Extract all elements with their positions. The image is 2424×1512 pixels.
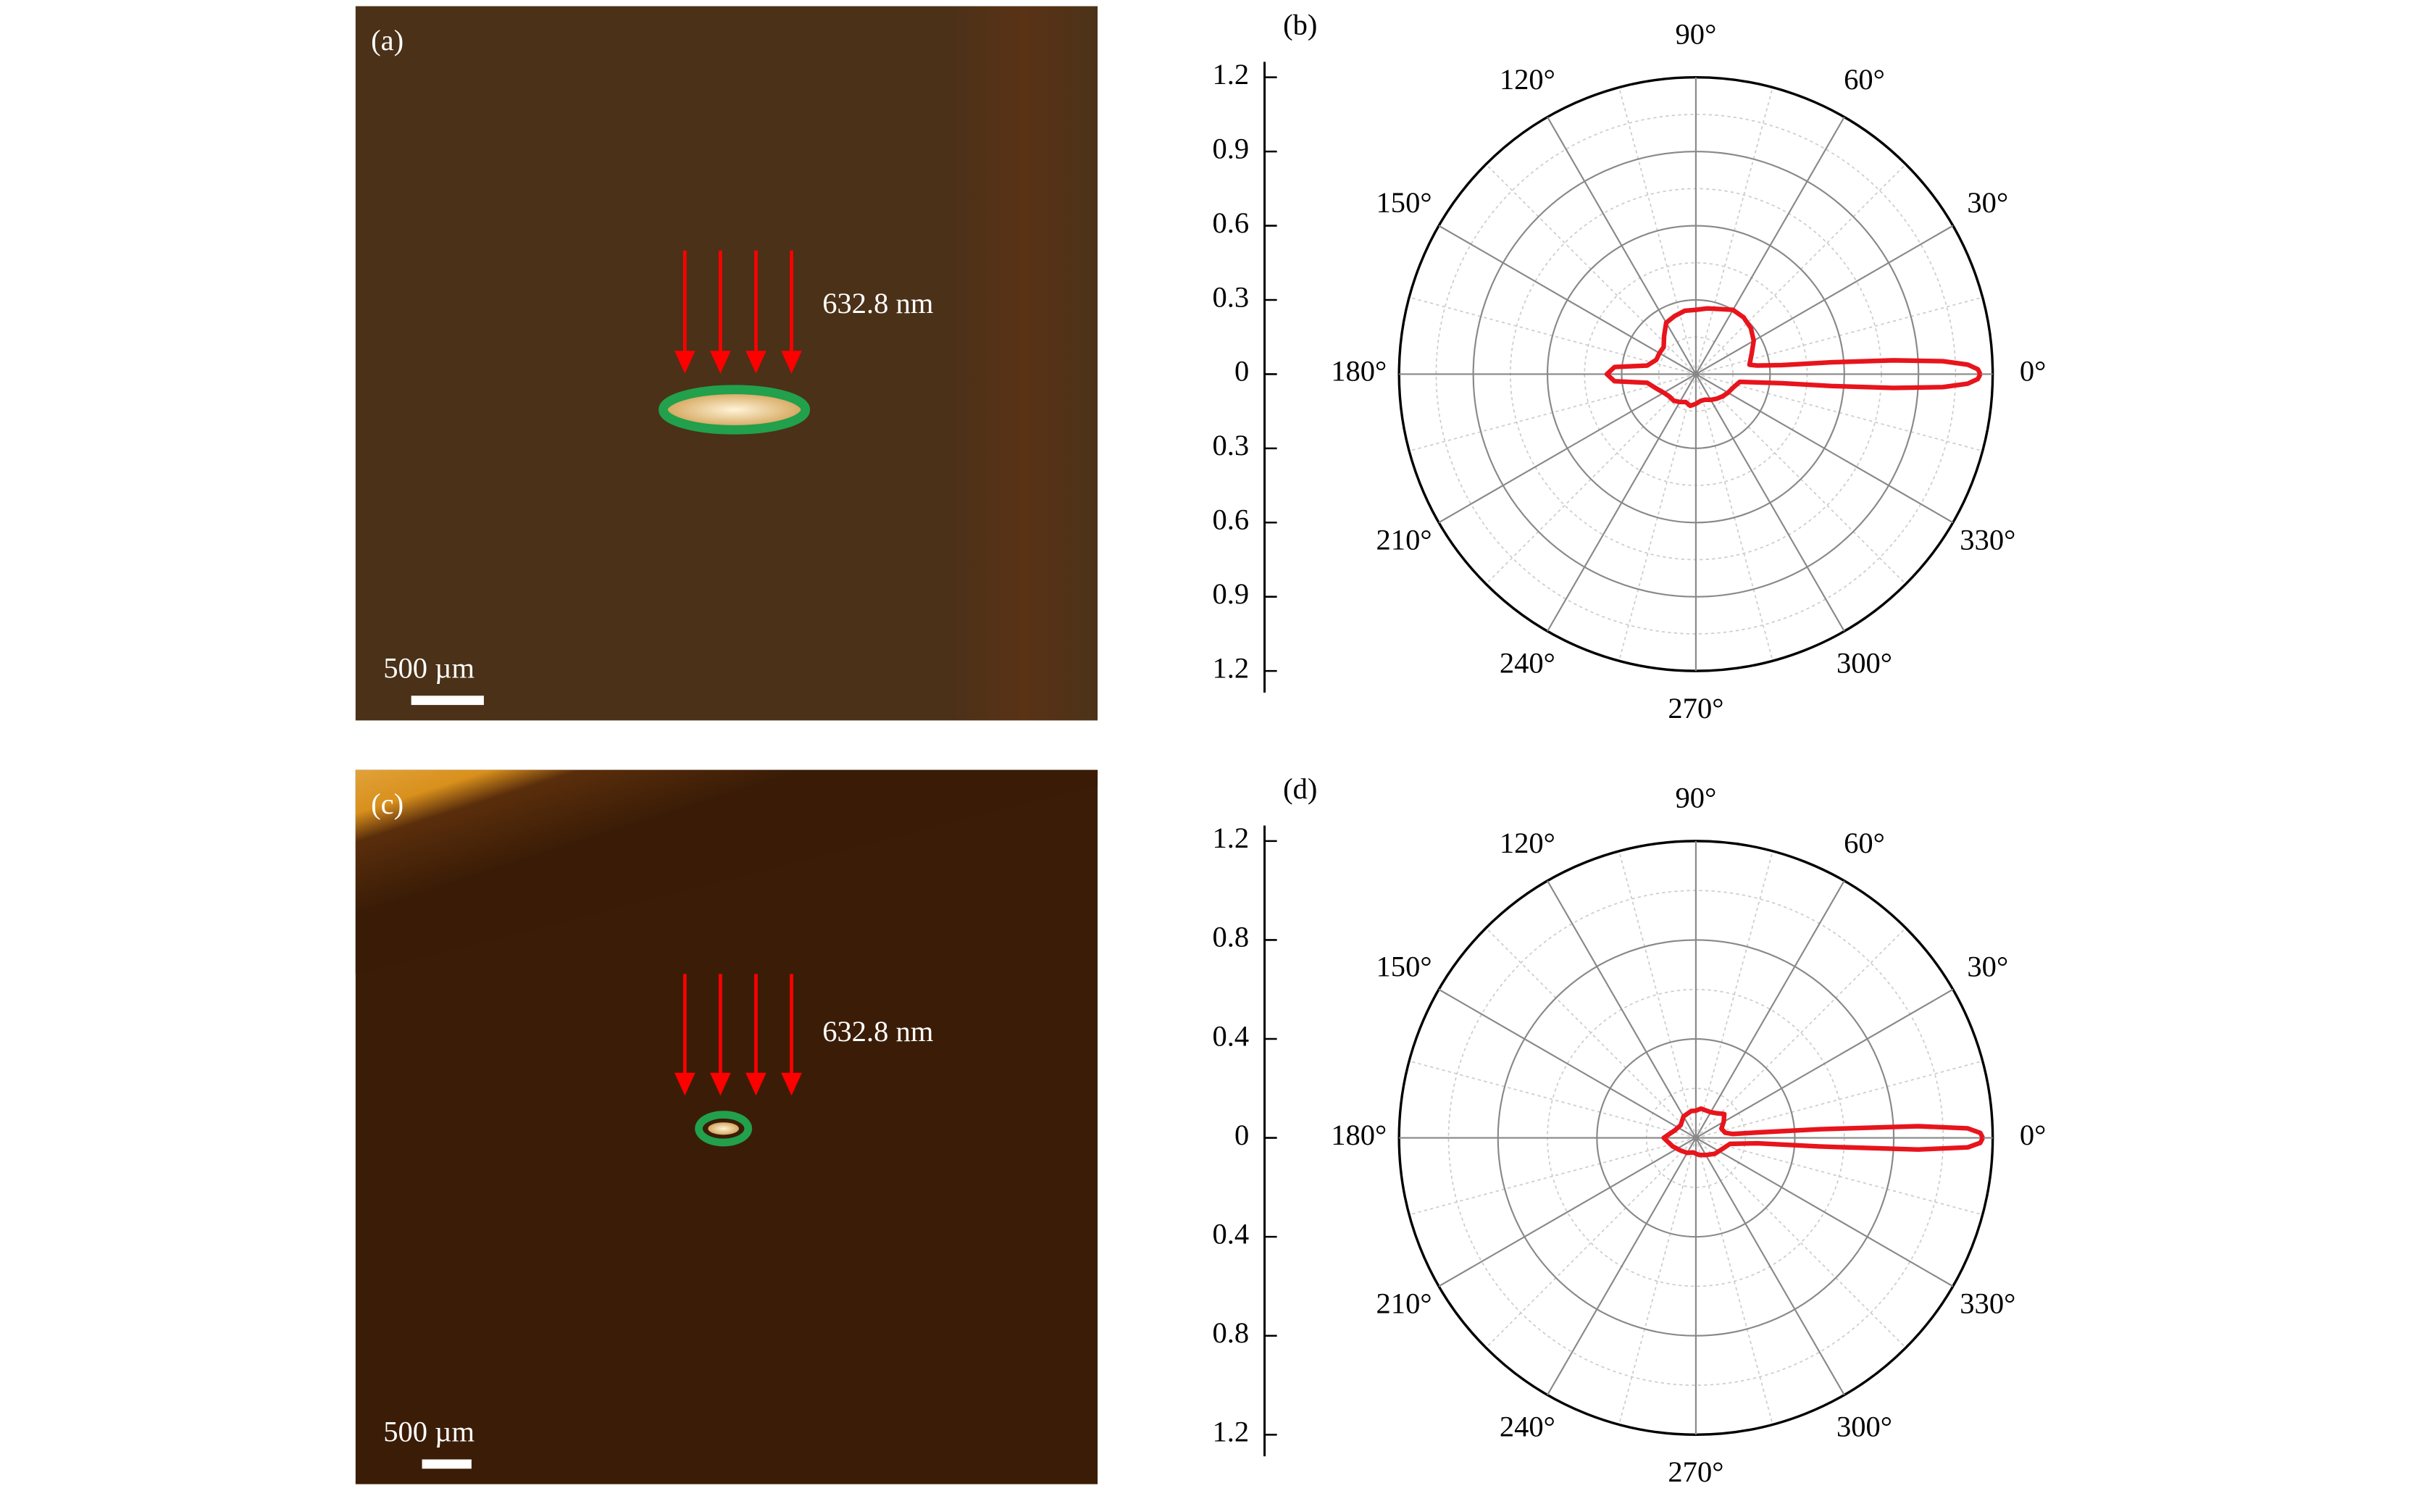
photo-a: (a) 632.8 nm 500 µm [355,6,1098,721]
minor-spoke [1408,1060,1697,1139]
data-line [1604,306,1983,409]
angle-tick-label: 0° [2020,1119,2046,1151]
minor-spoke [1695,1137,1907,1348]
r-tick-label: 1.2 [1213,58,1250,91]
angle-tick-label: 240° [1500,1411,1555,1443]
r-tick-label: 0.9 [1213,577,1250,610]
r-tick-label: 1.2 [1213,1416,1250,1448]
grid-spoke [1547,117,1697,375]
r-tick-label: 0.3 [1213,280,1250,313]
grid-spoke [1695,1137,1954,1287]
grid-spoke [1438,988,1697,1139]
angle-tick-label: 150° [1376,186,1432,219]
angle-tick-label: 180° [1331,1119,1387,1151]
minor-spoke [1485,1137,1697,1348]
angle-tick-label: 270° [1668,692,1723,724]
data-line [1661,1106,1985,1158]
angle-tick-label: 330° [1960,523,2015,556]
grid-spoke [1694,1137,1845,1395]
minor-spoke [1618,1137,1697,1425]
photo-c: (c) 632.8 nm 500 µm [355,769,1098,1484]
r-tick-label: 0.4 [1213,1217,1250,1250]
panel-label: (c) [371,788,404,820]
panel-label: (d) [1283,772,1317,805]
angle-tick-label: 240° [1500,647,1555,680]
grid-spoke [1547,880,1697,1139]
r-tick-label: 0.3 [1213,429,1250,461]
grid-spoke [1438,373,1697,524]
angle-tick-label: 210° [1376,523,1432,556]
angle-tick-label: 90° [1676,18,1717,51]
angle-tick-label: 180° [1331,355,1387,388]
minor-spoke [1695,296,1983,375]
grid-spoke [1694,373,1845,632]
angle-tick-label: 270° [1668,1455,1723,1488]
angle-tick-label: 120° [1500,827,1555,859]
minor-spoke [1618,851,1697,1138]
wavelength-label: 632.8 nm [822,287,933,319]
r-tick-label: 0.8 [1213,1316,1250,1349]
angle-tick-label: 60° [1844,827,1885,859]
r-tick-label: 1.2 [1213,822,1250,854]
r-tick-label: 0.8 [1213,921,1250,953]
angle-tick-label: 300° [1836,647,1892,680]
grid-spoke [1438,1137,1697,1287]
angle-tick-label: 30° [1967,186,2008,219]
grid-spoke [1695,225,1954,375]
r-tick-label: 0.4 [1213,1019,1250,1052]
angle-tick-label: 90° [1676,782,1717,814]
r-tick-label: 1.2 [1213,651,1250,684]
wavelength-label: 632.8 nm [822,1015,933,1048]
grid-spoke [1694,880,1845,1139]
angle-tick-label: 330° [1960,1287,2015,1319]
angle-tick-label: 150° [1376,950,1432,982]
angle-tick-label: 210° [1376,1287,1432,1319]
grid-spoke [1547,373,1697,632]
grid-spoke [1695,373,1954,524]
angle-tick-label: 300° [1836,1411,1892,1443]
scale-bar-label: 500 µm [383,651,475,684]
grid-spoke [1695,988,1954,1139]
angle-tick-label: 0° [2020,355,2046,388]
grid-spoke [1438,225,1697,375]
panel-label: (a) [371,24,404,57]
angle-tick-label: 120° [1500,63,1555,96]
grid-spoke [1694,117,1845,375]
angle-tick-label: 30° [1967,950,2008,982]
r-tick-label: 0 [1234,355,1249,388]
r-tick-label: 0.6 [1213,206,1250,239]
minor-spoke [1695,927,1907,1139]
r-tick-label: 0.6 [1213,504,1250,536]
panel-label: (b) [1283,9,1317,41]
r-tick-label: 0.9 [1213,132,1250,164]
grid-spoke [1547,1137,1697,1395]
angle-tick-label: 60° [1844,63,1885,96]
r-tick-label: 0 [1234,1119,1249,1151]
scale-bar-label: 500 µm [383,1416,475,1448]
